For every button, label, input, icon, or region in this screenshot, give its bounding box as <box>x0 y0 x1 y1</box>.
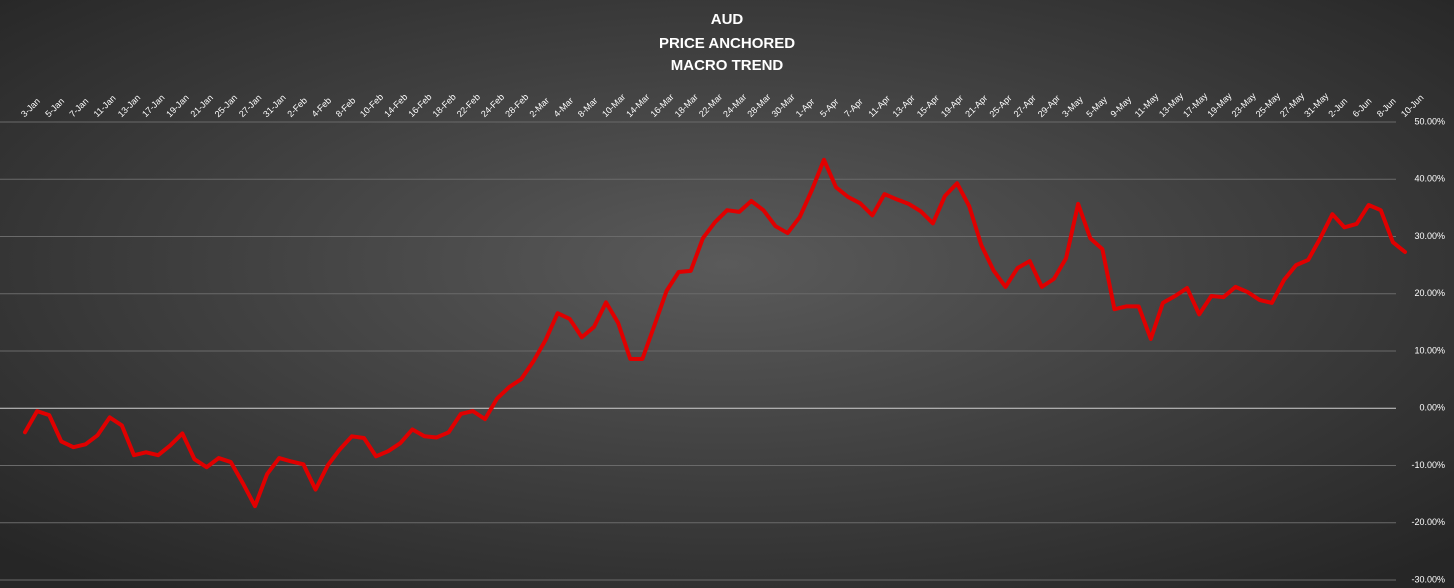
y-tick-label: 0.00% <box>1419 403 1445 413</box>
chart-title: PRICE ANCHORED <box>659 35 795 52</box>
y-tick-label: 10.00% <box>1414 345 1445 355</box>
y-tick-label: 30.00% <box>1414 231 1445 241</box>
y-tick-label: -10.00% <box>1411 460 1445 470</box>
y-tick-label: 50.00% <box>1414 116 1445 126</box>
y-tick-label: 40.00% <box>1414 174 1445 184</box>
chart-title: AUD <box>711 11 744 28</box>
chart-title: MACRO TREND <box>671 57 784 74</box>
y-tick-label: 20.00% <box>1414 288 1445 298</box>
price-line <box>23 157 1407 509</box>
y-tick-label: -30.00% <box>1411 574 1445 584</box>
y-tick-label: -20.00% <box>1411 517 1445 527</box>
